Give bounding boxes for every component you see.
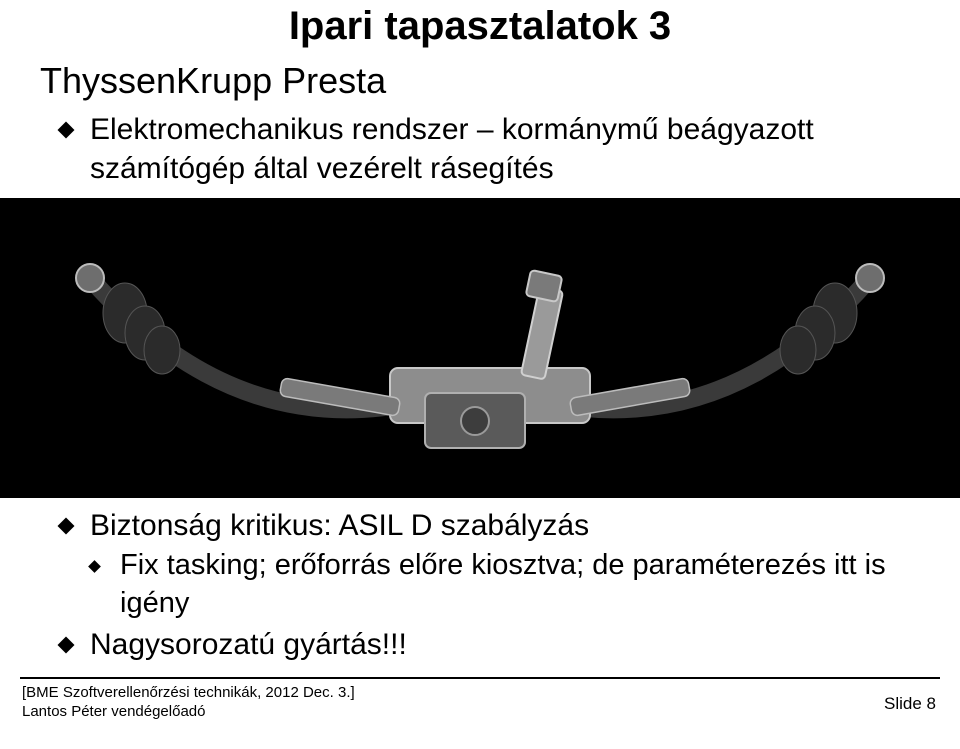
diamond-bullet-icon [88, 560, 101, 573]
slide-number: Slide 8 [884, 694, 936, 714]
footer-author: Lantos Péter vendégelőadó [22, 703, 355, 722]
footer-source: [BME Szoftverellenőrzési technikák, 2012… [22, 684, 355, 703]
slide: Ipari tapasztalatok 3 ThyssenKrupp Prest… [0, 0, 960, 749]
diamond-bullet-icon [58, 636, 75, 653]
slide-subtitle: ThyssenKrupp Presta [40, 60, 386, 102]
diamond-bullet-icon [58, 517, 75, 534]
upper-bullets: Elektromechanikus rendszer – kormánymű b… [60, 110, 920, 190]
bullet-text: Elektromechanikus rendszer – kormánymű b… [90, 113, 814, 185]
bullet-text: Biztonság kritikus: ASIL D szabályzás [90, 509, 589, 542]
bullet-text: Nagysorozatú gyártás!!! [90, 628, 407, 661]
bullet-item: Elektromechanikus rendszer – kormánymű b… [60, 110, 920, 188]
sub-bullet-item: Fix tasking; erőforrás előre kiosztva; d… [90, 547, 920, 622]
footer-divider [20, 677, 940, 679]
slide-title: Ipari tapasztalatok 3 [0, 4, 960, 49]
bullet-item: Biztonság kritikus: ASIL D szabályzás Fi… [60, 506, 920, 622]
steering-rack-illustration [30, 218, 930, 478]
sub-bullets: Fix tasking; erőforrás előre kiosztva; d… [90, 547, 920, 622]
bullet-item: Nagysorozatú gyártás!!! [60, 625, 920, 664]
sub-bullet-text: Fix tasking; erőforrás előre kiosztva; d… [120, 549, 886, 619]
lower-bullets: Biztonság kritikus: ASIL D szabályzás Fi… [60, 506, 920, 667]
product-image [0, 198, 960, 498]
footer-left: [BME Szoftverellenőrzési technikák, 2012… [22, 684, 355, 722]
diamond-bullet-icon [58, 121, 75, 138]
